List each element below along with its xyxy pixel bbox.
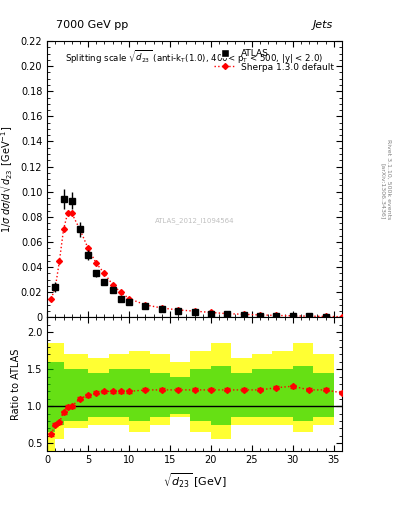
Legend: ATLAS, Sherpa 1.3.0 default: ATLAS, Sherpa 1.3.0 default bbox=[210, 46, 338, 75]
Bar bbox=[149, 354, 170, 424]
Bar bbox=[293, 366, 313, 421]
Bar bbox=[293, 344, 313, 432]
Bar bbox=[272, 369, 293, 417]
Bar bbox=[149, 373, 170, 417]
Text: Rivet 3.1.10, 500k events
[arXiv:1306.3436]: Rivet 3.1.10, 500k events [arXiv:1306.34… bbox=[380, 139, 391, 219]
Bar bbox=[55, 344, 64, 439]
Bar bbox=[129, 369, 149, 421]
Bar bbox=[313, 373, 334, 417]
Bar bbox=[170, 377, 191, 414]
Bar bbox=[88, 373, 108, 417]
Bar bbox=[108, 369, 129, 417]
Bar bbox=[64, 369, 88, 421]
Bar bbox=[211, 366, 231, 424]
Bar bbox=[231, 373, 252, 417]
Text: 7000 GeV pp: 7000 GeV pp bbox=[56, 20, 128, 30]
Bar bbox=[129, 351, 149, 432]
Bar bbox=[64, 354, 88, 429]
Bar bbox=[88, 358, 108, 424]
Bar bbox=[252, 369, 272, 417]
Text: Jets: Jets bbox=[313, 20, 333, 30]
Bar bbox=[191, 369, 211, 421]
Text: ATLAS_2012_I1094564: ATLAS_2012_I1094564 bbox=[155, 217, 234, 224]
Y-axis label: $1/\sigma\;d\sigma/d\sqrt{d_{23}}$ [GeV$^{-1}$]: $1/\sigma\;d\sigma/d\sqrt{d_{23}}$ [GeV$… bbox=[0, 125, 15, 233]
X-axis label: $\sqrt{d_{23}}$ [GeV]: $\sqrt{d_{23}}$ [GeV] bbox=[163, 471, 226, 489]
Bar bbox=[108, 354, 129, 424]
Bar bbox=[170, 362, 191, 417]
Bar bbox=[191, 351, 211, 432]
Bar bbox=[231, 358, 252, 424]
Bar bbox=[55, 362, 64, 424]
Y-axis label: Ratio to ATLAS: Ratio to ATLAS bbox=[11, 348, 21, 420]
Bar bbox=[47, 362, 55, 432]
Bar bbox=[252, 354, 272, 424]
Bar bbox=[211, 344, 231, 439]
Bar bbox=[272, 351, 293, 424]
Text: Splitting scale $\sqrt{d_{23}}$ (anti-k$_{\rm T}$(1.0), 400< p$_{\rm T}$ < 500, : Splitting scale $\sqrt{d_{23}}$ (anti-k$… bbox=[65, 49, 324, 66]
Bar bbox=[47, 344, 55, 451]
Bar bbox=[313, 354, 334, 424]
